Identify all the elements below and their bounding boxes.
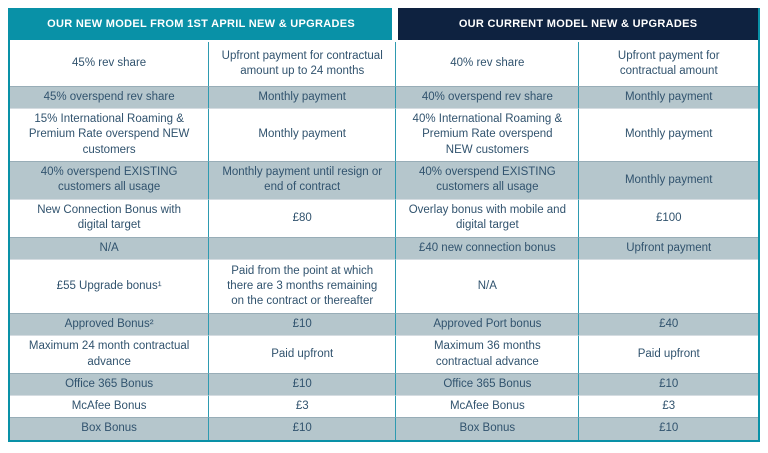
new-model-item-cell: Maximum 24 month contractual advance (10, 335, 209, 373)
current-model-payment-cell: £10 (578, 373, 758, 396)
table-row: 45% rev share Upfront payment for contra… (10, 42, 758, 86)
current-model-item-cell: Office 365 Bonus (395, 373, 579, 396)
new-model-item-cell: N/A (10, 236, 209, 259)
current-model-item-cell: 40% overspend rev share (395, 86, 579, 109)
current-model-payment-cell: £3 (578, 395, 758, 418)
current-model-payment-cell: Upfront payment for contractual amount (578, 42, 758, 86)
comparison-table: OUR NEW MODEL FROM 1ST APRIL NEW & UPGRA… (10, 8, 758, 440)
current-model-payment-cell: £10 (578, 417, 758, 440)
table-row: 45% overspend rev share Monthly payment … (10, 86, 758, 109)
new-model-payment-cell: Monthly payment (208, 86, 396, 109)
new-model-item-cell: Office 365 Bonus (10, 373, 209, 396)
current-model-payment-cell: Monthly payment (578, 86, 758, 109)
current-model-item-cell: 40% rev share (395, 42, 578, 86)
table-row: N/A £40 new connection bonus Upfront pay… (10, 236, 758, 259)
table-header-current-model: OUR CURRENT MODEL NEW & UPGRADES (395, 8, 758, 42)
new-model-payment-cell: Paid from the point at which there are 3… (208, 258, 396, 313)
current-model-item-cell: Maximum 36 months contractual advance (395, 335, 579, 374)
current-model-item-cell: Overlay bonus with mobile and digital ta… (395, 198, 579, 237)
current-model-item-cell: Approved Port bonus (395, 312, 579, 336)
table-row: Box Bonus £10 Box Bonus £10 (10, 417, 758, 440)
current-model-payment-cell: £100 (578, 198, 758, 237)
current-model-item-cell: 40% overspend EXISTING customers all usa… (395, 160, 579, 199)
current-model-payment-cell: Paid upfront (578, 335, 758, 374)
new-model-payment-cell: Upfront payment for contractual amount u… (208, 42, 395, 86)
new-model-item-cell: 40% overspend EXISTING customers all usa… (10, 160, 209, 199)
new-model-item-cell: 45% overspend rev share (10, 86, 209, 109)
current-model-item-cell: £40 new connection bonus (395, 236, 579, 259)
table-row: Office 365 Bonus £10 Office 365 Bonus £1… (10, 373, 758, 396)
new-model-payment-cell: £10 (208, 373, 396, 396)
table-row: 40% overspend EXISTING customers all usa… (10, 160, 758, 199)
new-model-item-cell: Box Bonus (10, 417, 209, 440)
new-model-payment-cell: Monthly payment (208, 108, 396, 161)
new-model-item-cell: 45% rev share (72, 57, 147, 70)
new-model-payment-cell: £3 (208, 395, 396, 418)
current-model-payment-cell: Monthly payment (578, 108, 758, 161)
current-model-payment-cell: Monthly payment (578, 160, 758, 199)
current-model-item-cell: N/A (395, 258, 579, 313)
current-model-payment-cell: £40 (578, 312, 758, 336)
current-model-payment-cell: Upfront payment (578, 236, 758, 259)
table-row: £55 Upgrade bonus¹ Paid from the point a… (10, 258, 758, 313)
current-model-item-cell: 40% International Roaming & Premium Rate… (395, 108, 579, 161)
new-model-payment-cell: £80 (208, 198, 396, 237)
current-model-item-cell: Box Bonus (395, 417, 579, 440)
new-model-payment-cell: £10 (208, 312, 396, 336)
table-row: McAfee Bonus £3 McAfee Bonus £3 (10, 395, 758, 418)
current-model-item-cell: McAfee Bonus (395, 395, 579, 418)
table-row: 15% International Roaming & Premium Rate… (10, 108, 758, 161)
new-model-item-cell: McAfee Bonus (10, 395, 209, 417)
header-row: OUR NEW MODEL FROM 1ST APRIL NEW & UPGRA… (10, 8, 758, 42)
comparison-table-frame: OUR NEW MODEL FROM 1ST APRIL NEW & UPGRA… (8, 8, 760, 442)
table-row: Maximum 24 month contractual advance Pai… (10, 335, 758, 374)
new-model-item-cell: 15% International Roaming & Premium Rate… (10, 108, 209, 161)
table-row: New Connection Bonus with digital target… (10, 198, 758, 237)
table-row: Approved Bonus² £10 Approved Port bonus … (10, 312, 758, 336)
new-model-payment-cell (208, 236, 396, 259)
table-header-new-model: OUR NEW MODEL FROM 1ST APRIL NEW & UPGRA… (10, 8, 396, 42)
new-model-item-cell: Approved Bonus² (10, 312, 209, 336)
new-model-payment-cell: £10 (208, 417, 396, 440)
new-model-payment-cell: Paid upfront (208, 335, 396, 374)
current-model-payment-cell (578, 258, 758, 313)
new-model-item-cell: £55 Upgrade bonus¹ (10, 258, 209, 313)
new-model-payment-cell: Monthly payment until resign or end of c… (208, 160, 396, 199)
new-model-item-cell: New Connection Bonus with digital target (10, 198, 209, 237)
